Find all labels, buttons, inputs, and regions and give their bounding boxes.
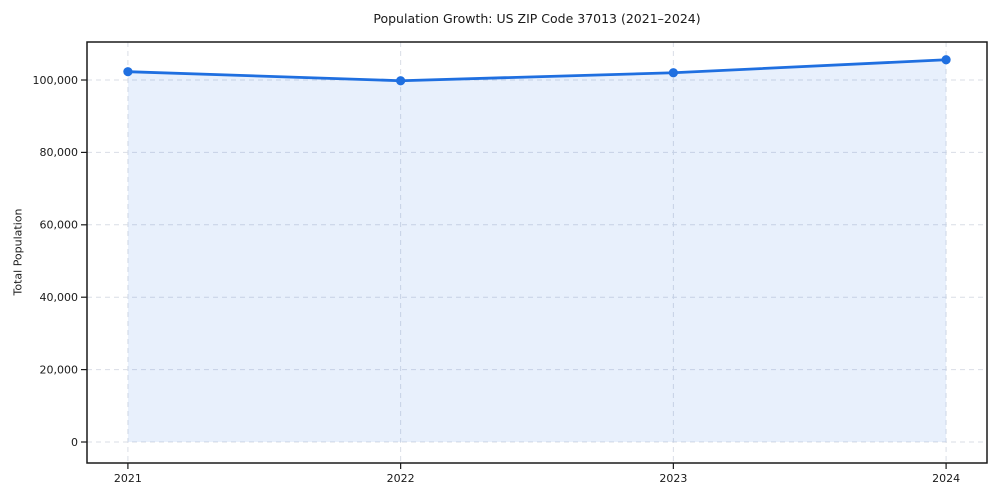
x-tick-label: 2024 bbox=[932, 472, 960, 485]
x-tick-label: 2023 bbox=[659, 472, 687, 485]
area-fill bbox=[127, 59, 947, 443]
y-tick-label: 100,000 bbox=[33, 74, 79, 87]
y-tick-label: 40,000 bbox=[40, 291, 79, 304]
x-tick-label: 2021 bbox=[114, 472, 142, 485]
plot-border bbox=[86, 41, 988, 464]
y-tick-label: 60,000 bbox=[40, 219, 79, 232]
data-point bbox=[123, 67, 133, 77]
y-tick-label: 80,000 bbox=[40, 146, 79, 159]
x-tick-label: 2022 bbox=[387, 472, 415, 485]
data-line bbox=[126, 58, 948, 83]
data-point bbox=[396, 76, 406, 86]
y-tick-label: 0 bbox=[71, 436, 78, 449]
data-point bbox=[668, 68, 678, 78]
y-tick-label: 20,000 bbox=[40, 363, 79, 376]
chart-title: Population Growth: US ZIP Code 37013 (20… bbox=[373, 11, 701, 26]
data-point bbox=[941, 55, 951, 65]
